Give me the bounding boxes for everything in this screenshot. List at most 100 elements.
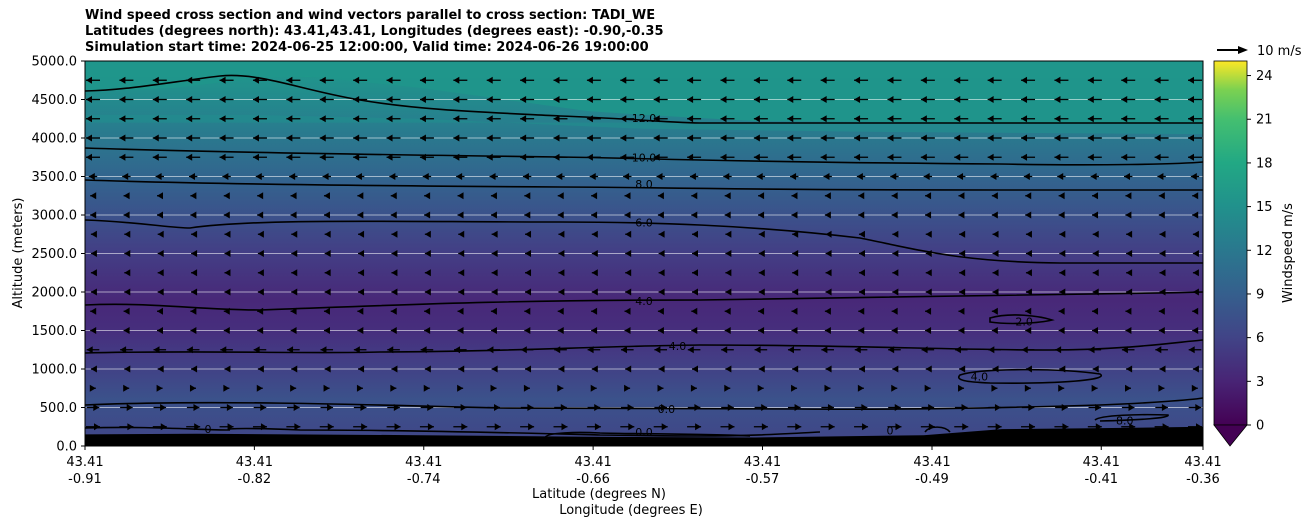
wind-vector-head [86, 346, 93, 354]
wind-vector-head [424, 269, 431, 277]
wind-vector-head [490, 192, 497, 200]
wind-vector-head [353, 346, 360, 354]
wind-vector-head [523, 384, 530, 392]
wind-vector-head [1125, 384, 1132, 392]
wind-vector-head [959, 250, 966, 257]
wind-vector-head [653, 134, 660, 142]
y-tick-label: 3000.0 [32, 209, 78, 224]
wind-vector-head [920, 115, 927, 123]
wind-vector-head [156, 192, 163, 200]
wind-vector-head [1025, 288, 1032, 296]
wind-vector-head [1092, 192, 1099, 200]
wind-vector-head [854, 115, 861, 123]
wind-vector-head [694, 404, 701, 411]
wind-vector-head [390, 327, 397, 334]
wind-vector-head [223, 384, 230, 392]
wind-vector-head [524, 307, 531, 315]
wind-vector-head [220, 346, 227, 354]
wind-vector-head [1092, 365, 1099, 373]
contour-line [989, 314, 1055, 325]
wind-vector-head [323, 327, 330, 334]
wind-vector-head [1024, 384, 1031, 392]
wind-vector-head [1054, 76, 1061, 84]
wind-vector-head [86, 76, 92, 84]
wind-vector-head [491, 250, 498, 257]
wind-vector-head [854, 96, 861, 103]
wind-vector-head [520, 115, 527, 123]
wind-vector-head [620, 96, 627, 103]
y-tick-label: 0.0 [56, 440, 77, 455]
wind-vector-head [290, 192, 297, 200]
wind-vector-head [186, 76, 193, 84]
x-tick-label-lon: -0.36 [1186, 472, 1220, 487]
wind-vector-head [621, 346, 628, 354]
wind-vector-head [358, 269, 365, 277]
colorbar-tick-label: 18 [1256, 156, 1273, 171]
wind-vector-head [1155, 346, 1162, 354]
wind-vector-head [1195, 404, 1202, 411]
wind-vector-head [1057, 173, 1064, 180]
wind-vector-head [787, 346, 794, 354]
wind-vector-head [124, 230, 131, 238]
wind-vector-head [424, 250, 431, 257]
wind-vector-head [558, 230, 565, 238]
wind-vector-head [1092, 327, 1099, 334]
colorbar-tick-label: 6 [1256, 331, 1264, 346]
wind-vector-head [222, 173, 229, 180]
wind-vector-head [90, 269, 97, 277]
wind-vector-head [119, 115, 126, 123]
wind-vector-head [854, 76, 861, 84]
wind-vector-head [90, 250, 97, 257]
x-tick-label-lon: -0.91 [68, 472, 102, 487]
x-axis-label-longitude: Longitude (degrees E) [559, 503, 703, 518]
wind-vector-head [628, 423, 635, 431]
wind-vector-head [1087, 115, 1094, 123]
wind-vector-head [152, 96, 159, 103]
wind-vector-head [758, 327, 765, 334]
wind-speed-band [85, 61, 1203, 123]
wind-vector-head [1188, 76, 1194, 84]
wind-vector-head [286, 96, 293, 103]
wind-vector-head [524, 192, 531, 200]
wind-vector-head [857, 384, 864, 392]
wind-vector-head [525, 288, 532, 296]
wind-vector-head [824, 384, 831, 392]
wind-vector-head [720, 96, 727, 103]
wind-vector-head [724, 327, 731, 334]
wind-vector-head [620, 115, 627, 123]
wind-vector-head [152, 134, 159, 142]
wind-vector-head [992, 230, 999, 238]
wind-vector-head [424, 211, 431, 219]
wind-vector-head [424, 230, 431, 238]
contour-line [84, 339, 1204, 354]
quiver-key-arrowhead [1238, 46, 1248, 54]
wind-vector-head [1192, 211, 1199, 219]
wind-vector-head [1190, 173, 1197, 180]
wind-vector-head [925, 250, 932, 257]
x-tick-label-lat: 43.41 [1083, 455, 1120, 470]
wind-vector-head [1054, 96, 1061, 103]
wind-vector-head [925, 211, 932, 219]
wind-vector-head [453, 134, 460, 142]
wind-vector-head [1154, 153, 1161, 161]
wind-vector-head [1087, 76, 1094, 84]
wind-vector-head [457, 211, 464, 219]
wind-vector-head [520, 96, 527, 103]
wind-vector-head [323, 384, 330, 392]
wind-vector-head [93, 404, 100, 411]
wind-speed-band [85, 114, 1203, 135]
x-tick-label-lon: -0.74 [407, 472, 441, 487]
wind-vector-head [820, 153, 827, 161]
wind-vector-head [1188, 346, 1195, 354]
wind-vector-head [1159, 365, 1166, 373]
wind-vector-head [887, 153, 894, 161]
wind-vector-head [1157, 173, 1164, 180]
wind-vector-head [625, 230, 632, 238]
wind-vector-head [291, 269, 298, 277]
wind-vector-head [954, 76, 961, 84]
wind-vector-head [558, 250, 565, 257]
wind-vector-head [861, 404, 868, 411]
wind-vector-head [391, 230, 398, 238]
wind-vector-head [319, 76, 326, 84]
wind-vector-head [156, 327, 163, 334]
